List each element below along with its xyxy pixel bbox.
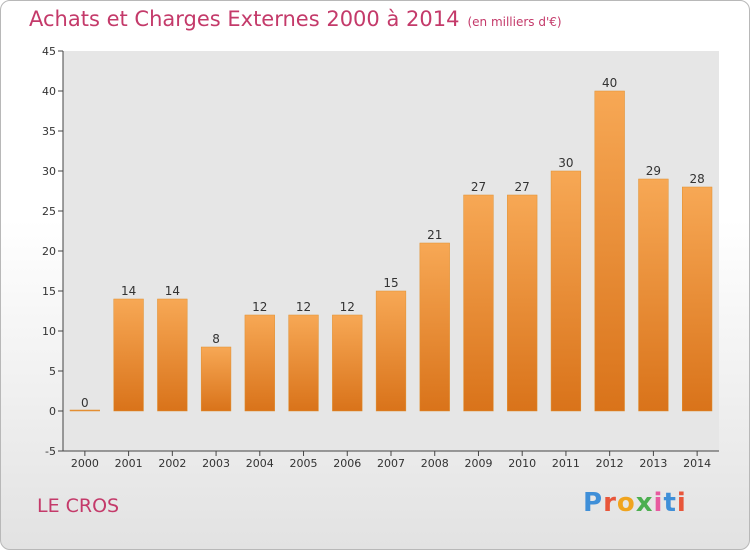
x-tick-label: 2004: [246, 457, 274, 470]
x-tick-label: 2008: [421, 457, 449, 470]
bar-value-label: 28: [689, 172, 704, 186]
x-tick-label: 2006: [333, 457, 361, 470]
bar-value-label: 0: [81, 396, 89, 410]
bar[interactable]: [463, 194, 494, 412]
axes: -5 0 5 10 15 20 25 30 35 40 45 2000 2001 2002 2003 2004…: [42, 45, 719, 470]
logo-letter: i: [676, 488, 687, 518]
x-tick-label: 2007: [377, 457, 405, 470]
location-label: LE CROS: [37, 495, 120, 517]
bar-value-label: 12: [340, 300, 355, 314]
bar-value-label: 29: [646, 164, 661, 178]
y-tick-label: -5: [45, 445, 56, 458]
bar[interactable]: [288, 314, 319, 412]
bar-value-label: 40: [602, 76, 617, 90]
bar-value-label: 14: [165, 284, 180, 298]
y-tick-label: 15: [42, 285, 56, 298]
x-tick-label: 2003: [202, 457, 230, 470]
y-tick-label: 25: [42, 205, 56, 218]
bar-value-label: 27: [471, 180, 486, 194]
logo-letter: i: [653, 488, 664, 518]
x-tick-label: 2000: [71, 457, 99, 470]
proxiti-logo[interactable]: Proxiti: [583, 488, 687, 518]
y-tick-label: 30: [42, 165, 56, 178]
logo-letter: t: [663, 488, 677, 518]
y-tick-label: 40: [42, 85, 56, 98]
bar[interactable]: [594, 90, 625, 412]
bar[interactable]: [244, 314, 275, 412]
x-tick-label: 2010: [508, 457, 536, 470]
bar[interactable]: [375, 290, 407, 412]
logo-letter: x: [635, 488, 654, 518]
chart-title-text: Achats et Charges Externes 2000 à 2014: [29, 7, 460, 31]
x-tick-label: 2012: [596, 457, 624, 470]
x-tick-label: 2001: [115, 457, 143, 470]
bar[interactable]: [550, 170, 582, 412]
bar[interactable]: [332, 314, 363, 412]
y-tick-label: 5: [49, 365, 56, 378]
chart-title: Achats et Charges Externes 2000 à 2014 (e…: [29, 7, 562, 31]
bar[interactable]: [507, 194, 538, 412]
bar[interactable]: [682, 186, 713, 412]
bar-value-label: 30: [558, 156, 573, 170]
x-tick-label: 2014: [683, 457, 711, 470]
x-tick-label: 2011: [552, 457, 580, 470]
bar[interactable]: [638, 178, 669, 412]
y-tick-label: 0: [49, 405, 56, 418]
bars: 0 14 14 8 12 12 12 15 21 27 27 30 40 29 28: [69, 76, 713, 412]
bar[interactable]: [157, 298, 188, 412]
x-tick-label: 2005: [290, 457, 318, 470]
logo-letter: o: [616, 488, 636, 518]
bar[interactable]: [69, 409, 100, 412]
x-tick-label: 2002: [158, 457, 186, 470]
bar[interactable]: [113, 298, 144, 412]
y-tick-label: 10: [42, 325, 56, 338]
logo-letter: P: [583, 488, 604, 518]
x-tick-label: 2013: [639, 457, 667, 470]
x-tick-label: 2009: [464, 457, 492, 470]
bar-value-label: 14: [121, 284, 136, 298]
y-tick-label: 20: [42, 245, 56, 258]
bar-value-label: 12: [296, 300, 311, 314]
y-tick-label: 35: [42, 125, 56, 138]
bar-value-label: 8: [212, 332, 220, 346]
bar[interactable]: [419, 242, 450, 412]
bar-value-label: 27: [515, 180, 530, 194]
bar-value-label: 15: [383, 276, 398, 290]
chart-unit: (en milliers d'€): [467, 15, 562, 29]
logo-letter: r: [603, 488, 617, 518]
y-tick-label: 45: [42, 45, 56, 58]
bar[interactable]: [200, 346, 232, 412]
bar-value-label: 21: [427, 228, 442, 242]
bar-value-label: 12: [252, 300, 267, 314]
